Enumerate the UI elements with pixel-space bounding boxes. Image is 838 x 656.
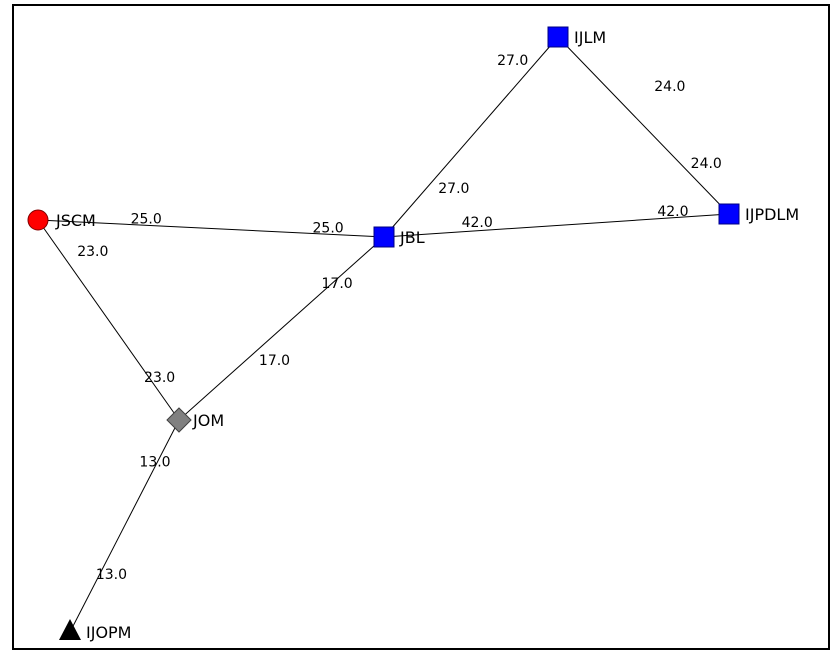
edge-weight-label: 25.0 (313, 220, 344, 236)
edge-jom-ijopm (69, 419, 180, 633)
edge-weight-label: 24.0 (654, 79, 685, 95)
node-triangle-marker (59, 619, 81, 640)
edge-labels-layer: 25.0 25.0 23.0 23.0 27.0 27.0 42.0 42.0 17.0 17.0… (77, 53, 722, 583)
node-jscm: JSCM (27, 209, 96, 231)
edge-jbl-ijlm (383, 36, 559, 238)
edge-weight-label: 13.0 (139, 455, 170, 471)
edge-jbl-ijpdlm (383, 213, 730, 238)
edge-ijlm-ijpdlm (557, 36, 730, 215)
edge-weight-label: 17.0 (259, 353, 290, 369)
nodes-layer: JSCM JBL IJLM IJPDLM JOM IJOPM (27, 26, 799, 642)
edge-weight-label: 23.0 (77, 244, 108, 260)
edge-weight-label: 23.0 (144, 370, 175, 386)
node-label: JOM (192, 411, 224, 430)
node-label: IJLM (574, 28, 606, 47)
edge-weight-label: 42.0 (462, 215, 493, 231)
edge-weight-label: 13.0 (96, 567, 127, 583)
node-label: JBL (399, 228, 425, 247)
node-jom: JOM (166, 407, 224, 433)
node-diamond-marker (166, 407, 192, 433)
edge-jscm-jbl (37, 219, 385, 238)
node-ijlm: IJLM (547, 26, 606, 48)
node-label: JSCM (55, 211, 96, 230)
edge-weight-label: 27.0 (438, 181, 469, 197)
edge-weight-label: 24.0 (691, 156, 722, 172)
node-square-marker (373, 226, 395, 248)
edge-jbl-jom (178, 236, 385, 421)
graph-canvas (12, 4, 830, 650)
node-ijopm: IJOPM (59, 619, 131, 642)
edge-weight-label: 17.0 (322, 276, 353, 292)
edges-layer (37, 36, 730, 633)
edge-weight-label: 25.0 (131, 212, 162, 228)
node-square-marker (547, 26, 569, 48)
node-circle-marker (27, 209, 49, 231)
edge-weight-label: 27.0 (497, 53, 528, 69)
node-label: IJPDLM (745, 205, 799, 224)
edge-jscm-jom (37, 219, 180, 421)
edge-weight-label: 42.0 (657, 204, 688, 220)
node-square-marker (718, 203, 740, 225)
node-jbl: JBL (373, 226, 425, 248)
node-ijpdlm: IJPDLM (718, 203, 799, 225)
node-label: IJOPM (86, 623, 131, 642)
